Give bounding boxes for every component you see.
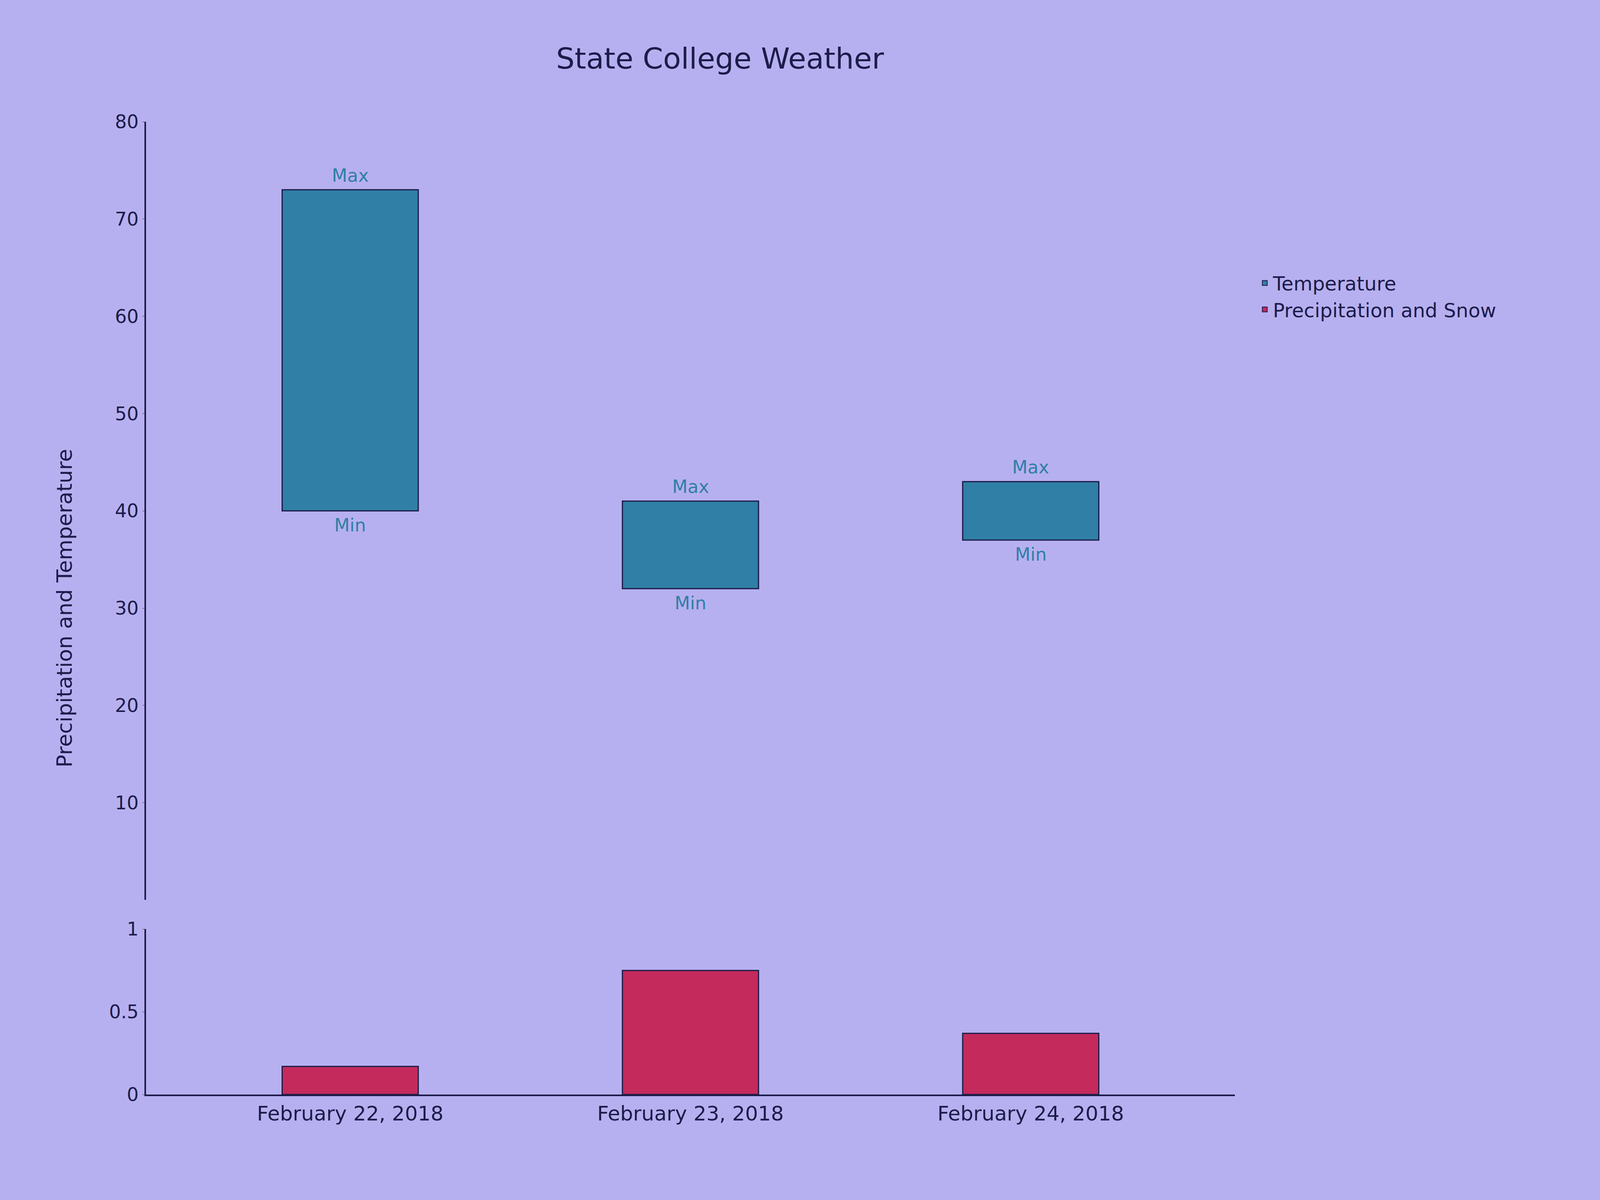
svg-text:60: 60: [114, 305, 139, 328]
svg-text:80: 80: [114, 110, 139, 133]
svg-text:10: 10: [114, 791, 139, 814]
svg-text:Precipitation and Temperature: Precipitation and Temperature: [52, 448, 77, 768]
svg-text:20: 20: [114, 694, 139, 717]
svg-text:40: 40: [114, 499, 139, 522]
svg-text:Min: Min: [1015, 544, 1047, 565]
svg-text:February 24, 2018: February 24, 2018: [937, 1101, 1125, 1126]
svg-text:State College Weather: State College Weather: [556, 41, 885, 76]
svg-text:February 23, 2018: February 23, 2018: [597, 1101, 784, 1126]
svg-text:30: 30: [114, 597, 139, 620]
svg-text:0.5: 0.5: [109, 1000, 139, 1023]
svg-text:Min: Min: [674, 592, 707, 614]
svg-text:Max: Max: [672, 476, 710, 497]
svg-text:Max: Max: [331, 165, 369, 186]
svg-text:Max: Max: [1012, 456, 1050, 478]
svg-text:50: 50: [114, 402, 139, 425]
svg-text:Min: Min: [334, 514, 366, 536]
svg-text:Precipitation and Snow: Precipitation and Snow: [1273, 298, 1497, 322]
svg-text:Temperature: Temperature: [1272, 272, 1397, 295]
svg-text:70: 70: [114, 208, 139, 231]
svg-text:0: 0: [126, 1083, 139, 1106]
svg-text:1: 1: [126, 918, 139, 940]
svg-text:February 22, 2018: February 22, 2018: [256, 1101, 444, 1126]
